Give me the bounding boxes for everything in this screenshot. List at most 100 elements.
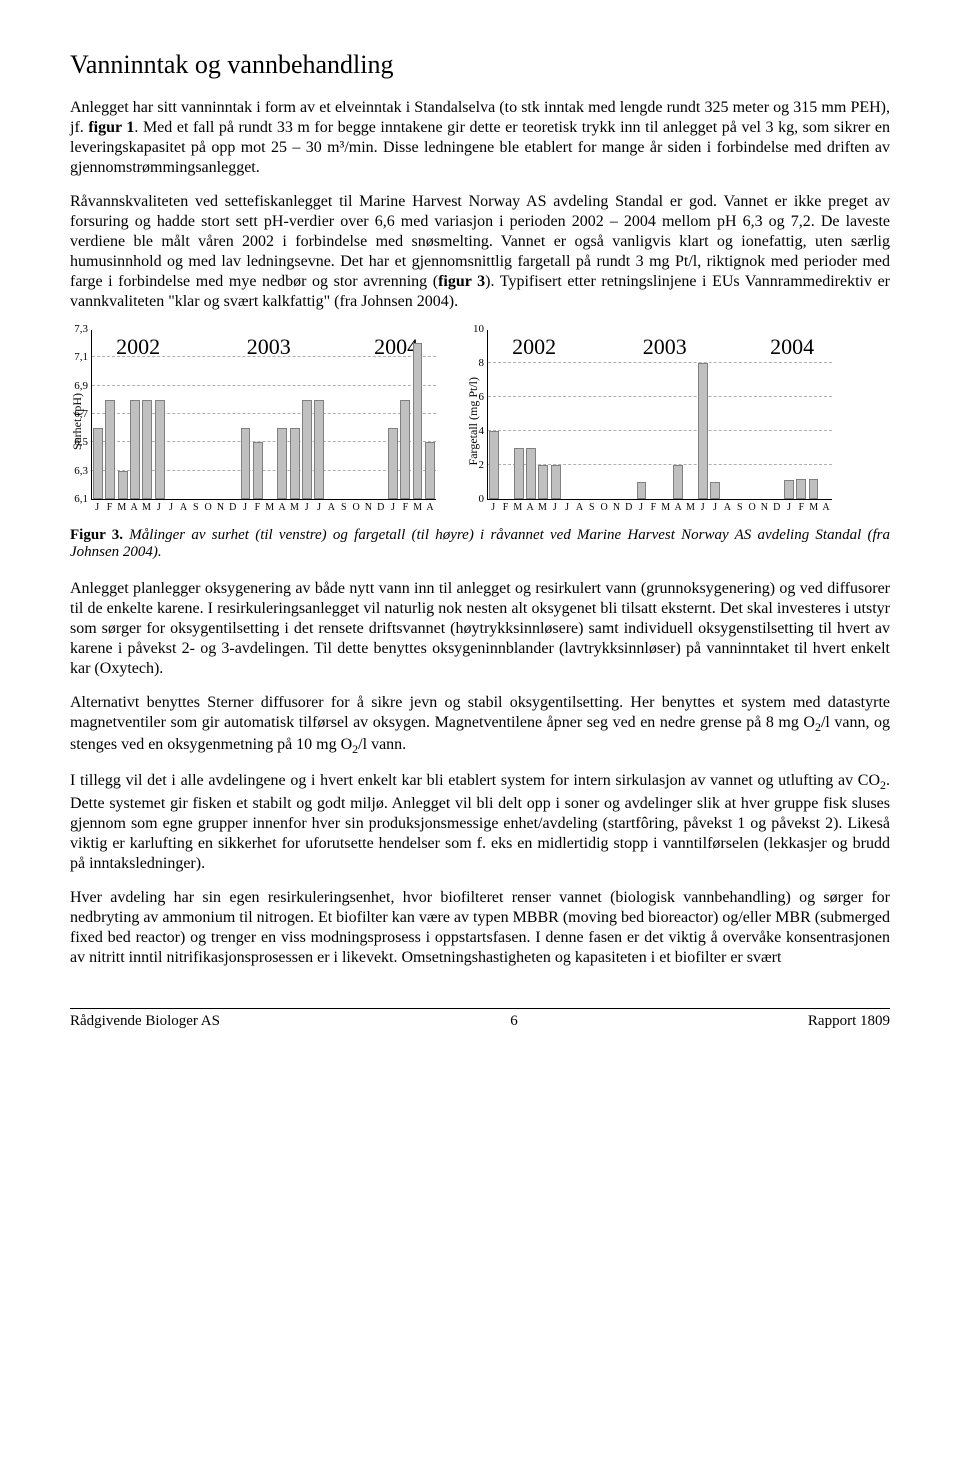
xtick-label: J	[561, 502, 573, 513]
bar	[290, 428, 300, 499]
chart-left-plot: 6,16,36,56,76,97,17,3200220032004	[91, 330, 436, 500]
xtick-label: S	[734, 502, 746, 513]
bar	[93, 428, 103, 499]
bar	[302, 400, 312, 499]
xtick-label: S	[338, 502, 350, 513]
xtick-label: N	[610, 502, 622, 513]
xtick-label: J	[709, 502, 721, 513]
charts-row: Surhet (pH) 6,16,36,56,76,97,17,32002200…	[70, 330, 890, 513]
chart-left-wrap: Surhet (pH) 6,16,36,56,76,97,17,32002200…	[70, 330, 436, 513]
ytick-label: 10	[454, 323, 484, 335]
ytick-label: 7,3	[58, 323, 88, 335]
xtick-label: S	[586, 502, 598, 513]
chart-right-wrap: Fargetall (mg Pt/l) 0246810200220032004 …	[466, 330, 832, 513]
para1-figref: figur 1	[88, 119, 134, 136]
xtick-label: N	[758, 502, 770, 513]
bar	[105, 400, 115, 499]
xtick-label: F	[499, 502, 511, 513]
xtick-label: J	[153, 502, 165, 513]
xtick-label: D	[623, 502, 635, 513]
bar	[698, 363, 708, 499]
bar	[551, 465, 561, 499]
xtick-label: M	[808, 502, 820, 513]
xtick-label: J	[783, 502, 795, 513]
bar	[314, 400, 324, 499]
ytick-label: 6	[454, 391, 484, 403]
xtick-label: J	[697, 502, 709, 513]
xtick-label: J	[387, 502, 399, 513]
bar	[489, 431, 499, 499]
ytick-label: 2	[454, 459, 484, 471]
xtick-label: D	[771, 502, 783, 513]
chart-right-xticks: JFMAMJJASONDJFMAMJJASONDJFMA	[487, 502, 832, 513]
ytick-label: 6,1	[58, 493, 88, 505]
bar	[400, 400, 410, 499]
ytick-label: 4	[454, 425, 484, 437]
xtick-label: F	[399, 502, 411, 513]
paragraph-1: Anlegget har sitt vanninntak i form av e…	[70, 98, 890, 178]
bar	[514, 448, 524, 499]
xtick-label: J	[313, 502, 325, 513]
xtick-label: M	[264, 502, 276, 513]
xtick-label: A	[573, 502, 585, 513]
xtick-label: J	[549, 502, 561, 513]
xtick-label: D	[227, 502, 239, 513]
xtick-label: J	[239, 502, 251, 513]
ytick-label: 6,5	[58, 436, 88, 448]
ytick-label: 6,9	[58, 380, 88, 392]
page-footer: Rådgivende Biologer AS 6 Rapport 1809	[70, 1008, 890, 1030]
footer-right: Rapport 1809	[808, 1013, 890, 1030]
section-title: Vanninntak og vannbehandling	[70, 50, 890, 80]
xtick-label: J	[165, 502, 177, 513]
xtick-label: O	[598, 502, 610, 513]
bar	[413, 343, 423, 499]
bar	[637, 482, 647, 499]
para2-figref: figur 3	[438, 273, 485, 290]
ytick-label: 0	[454, 493, 484, 505]
bar	[673, 465, 683, 499]
bar	[796, 479, 806, 499]
paragraph-5: I tillegg vil det i alle avdelingene og …	[70, 771, 890, 873]
bar	[388, 428, 398, 499]
xtick-label: D	[375, 502, 387, 513]
xtick-label: J	[301, 502, 313, 513]
xtick-label: F	[103, 502, 115, 513]
bar	[118, 471, 128, 499]
chart-left-xticks: JFMAMJJASONDJFMAMJJASONDJFMA	[91, 502, 436, 513]
xtick-label: N	[362, 502, 374, 513]
bar	[155, 400, 165, 499]
xtick-label: M	[512, 502, 524, 513]
ytick-label: 8	[454, 357, 484, 369]
xtick-label: A	[820, 502, 832, 513]
xtick-label: A	[721, 502, 733, 513]
xtick-label: A	[128, 502, 140, 513]
xtick-label: S	[190, 502, 202, 513]
ytick-label: 6,7	[58, 408, 88, 420]
xtick-label: O	[202, 502, 214, 513]
xtick-label: M	[536, 502, 548, 513]
bars-area	[92, 330, 436, 499]
paragraph-6: Hver avdeling har sin egen resirkulering…	[70, 888, 890, 968]
bar	[425, 442, 435, 499]
caption-lead: Figur 3.	[70, 527, 123, 543]
xtick-label: A	[276, 502, 288, 513]
xtick-label: J	[487, 502, 499, 513]
bar	[538, 465, 548, 499]
bars-area	[488, 330, 832, 499]
xtick-label: F	[251, 502, 263, 513]
xtick-label: J	[91, 502, 103, 513]
figure-caption: Figur 3. Målinger av surhet (til venstre…	[70, 527, 890, 561]
bar	[526, 448, 536, 499]
xtick-label: O	[746, 502, 758, 513]
para1-c: . Med et fall på rundt 33 m for begge in…	[70, 119, 890, 176]
xtick-label: A	[325, 502, 337, 513]
bar	[142, 400, 152, 499]
xtick-label: A	[672, 502, 684, 513]
footer-page-number: 6	[510, 1013, 518, 1030]
xtick-label: F	[647, 502, 659, 513]
xtick-label: M	[660, 502, 672, 513]
bar	[130, 400, 140, 499]
bar	[253, 442, 263, 499]
xtick-label: M	[140, 502, 152, 513]
paragraph-3: Anlegget planlegger oksygenering av både…	[70, 579, 890, 679]
